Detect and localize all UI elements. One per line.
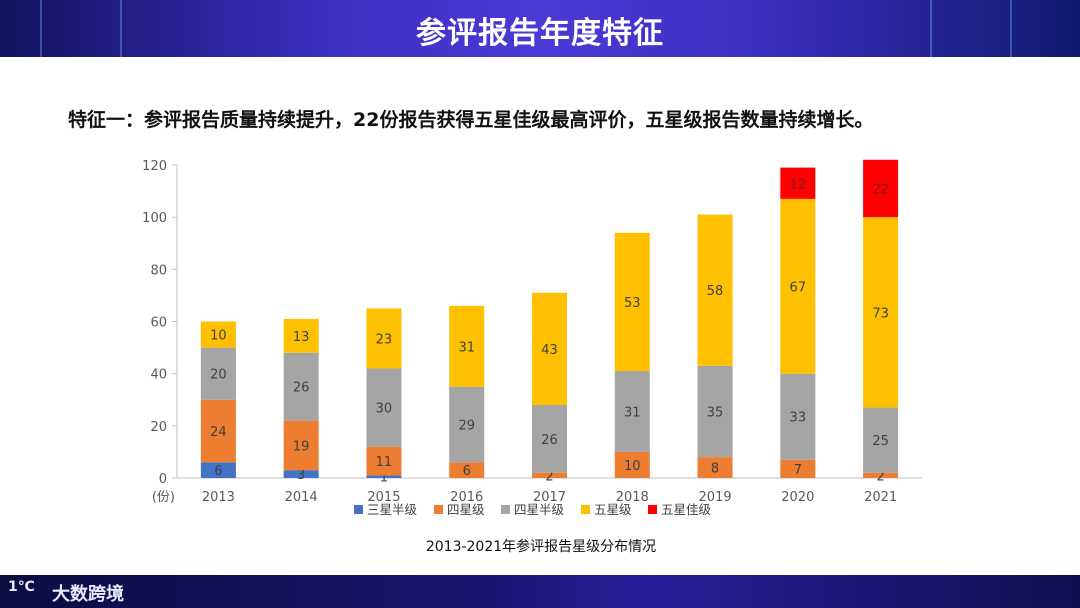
header-band: 参评报告年度特征: [0, 0, 1080, 57]
content-panel: 特征一：参评报告质量持续提升，22份报告获得五星佳级最高评价，五星级报告数量持续…: [0, 57, 1080, 575]
footer-band: 1℃ 大数跨境: [0, 575, 1080, 608]
page-title: 参评报告年度特征: [416, 16, 664, 51]
brand-logo-icon: 1℃: [8, 579, 35, 595]
brand-name: 大数跨境: [52, 584, 124, 605]
headline-text: 特征一：参评报告质量持续提升，22份报告获得五星佳级最高评价，五星级报告数量持续…: [68, 109, 874, 131]
